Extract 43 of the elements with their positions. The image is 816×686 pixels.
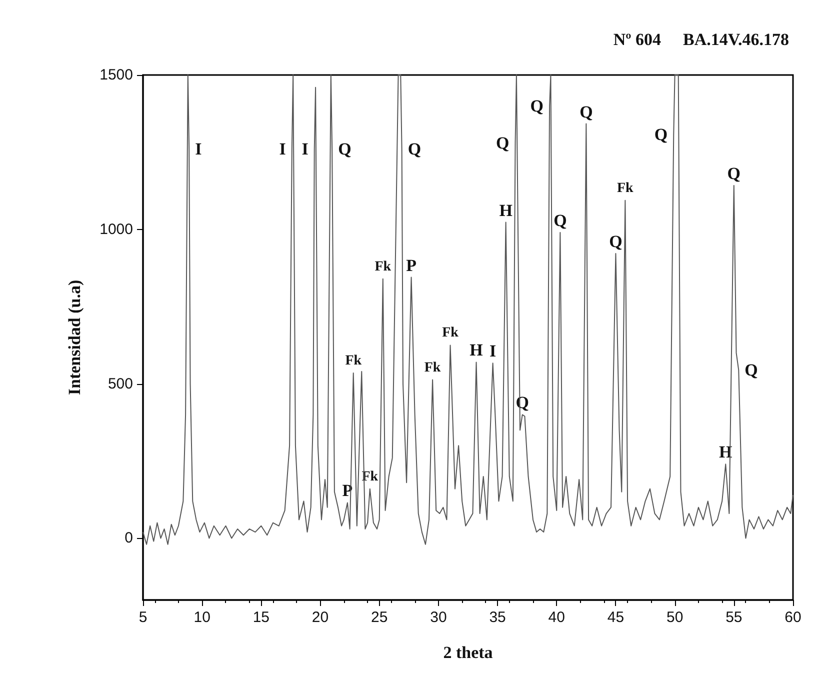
annotation: Q [338,140,352,159]
annotation: I [302,140,309,159]
annotation: Q [580,102,593,122]
x-tick-label: 40 [548,609,565,626]
x-tick-label: 50 [666,609,684,626]
x-tick-label: 15 [252,609,270,626]
y-tick-label: 500 [108,375,133,392]
annotation: Q [530,96,544,116]
y-tick-label: 1500 [100,66,133,84]
annotation: P [406,256,416,275]
annotation: Fk [374,259,392,274]
x-tick-label: 25 [371,609,388,626]
chart-title: Nº 604 [613,30,662,49]
annotation: Fk [345,354,362,369]
annotation: Fk [424,360,441,376]
annotation: Fk [617,180,634,196]
annotation: H [499,200,512,220]
annotation: Q [609,232,622,251]
y-axis-title: Intensidad (u.a) [65,280,84,396]
x-tick-label: 55 [726,609,742,626]
annotation: I [279,140,286,159]
x-tick-label: 35 [489,609,506,626]
x-tick-label: 60 [784,609,802,626]
annotation: Q [654,125,668,144]
annotation: I [490,342,497,361]
x-tick-label: 5 [138,609,148,626]
chart-subtitle: BA.14V.46.178 [683,30,789,49]
annotation: Q [408,140,422,159]
x-tick-label: 30 [430,609,447,626]
y-tick-label: 0 [124,530,133,547]
annotation: Q [744,360,758,380]
x-tick-label: 10 [194,609,210,626]
line-series [142,74,794,545]
annotation: Q [554,211,567,230]
annotation: H [470,340,483,360]
x-axis-title: 2 theta [443,643,494,662]
annotation: I [195,140,202,159]
annotation: Fk [442,326,459,341]
annotation: Q [727,164,741,184]
y-tick-label: 1000 [100,220,133,238]
annotation: Q [496,133,510,152]
x-tick-label: 20 [312,609,329,626]
x-tick-label: 45 [607,609,624,626]
